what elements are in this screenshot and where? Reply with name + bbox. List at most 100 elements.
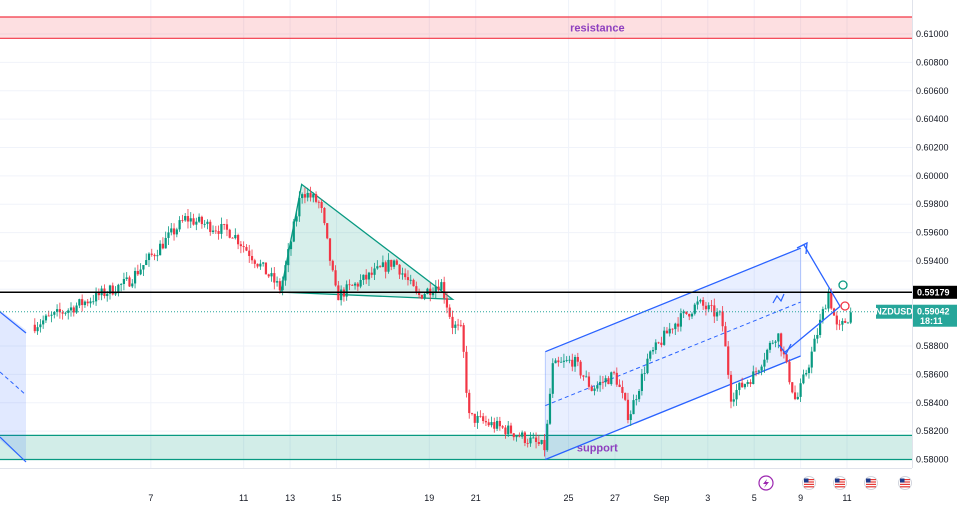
candle-body xyxy=(763,359,766,367)
candle-body xyxy=(314,194,318,202)
candle-body xyxy=(67,310,70,313)
candle-body xyxy=(44,315,48,321)
candle-body xyxy=(295,216,298,222)
candle-body xyxy=(139,269,142,275)
flag-stripe xyxy=(804,483,814,485)
candle-body xyxy=(404,273,407,278)
candle-body xyxy=(133,270,137,284)
candle-body xyxy=(443,282,446,299)
time-axis[interactable]: 7 11 13 15 19 21 25 27 Sep 3 5 9 11 xyxy=(0,468,912,504)
candle-body xyxy=(356,283,359,287)
candle-body xyxy=(777,333,780,342)
candle-body xyxy=(418,291,421,295)
stop-loss-marker-icon[interactable] xyxy=(840,301,850,311)
x-tick-label: 11 xyxy=(842,493,851,503)
us-flag-event-icon[interactable] xyxy=(864,476,878,490)
candle-body xyxy=(55,309,59,312)
candle-body xyxy=(537,442,540,444)
candle-body xyxy=(576,356,579,362)
candle-body xyxy=(136,270,139,275)
candle-body xyxy=(114,293,117,295)
chart-grid xyxy=(0,0,912,468)
candle-body xyxy=(835,315,838,325)
channel-upper-line xyxy=(545,247,801,353)
take-profit-marker-icon[interactable] xyxy=(838,280,848,290)
price-axis[interactable]: 0.61000 0.60800 0.60600 0.60400 0.60200 0.600… xyxy=(912,0,958,514)
flag-canton xyxy=(804,478,809,483)
candle-body xyxy=(529,437,532,444)
candle-body xyxy=(618,384,621,387)
candle-body xyxy=(676,323,680,327)
candle-body xyxy=(465,351,468,393)
candle-body xyxy=(69,307,73,311)
price-axis-background xyxy=(912,0,958,514)
current-price-tag xyxy=(913,304,957,327)
candle-body xyxy=(838,324,841,326)
candle-body xyxy=(270,273,273,277)
candle-body xyxy=(632,400,635,415)
candle-body xyxy=(217,230,220,234)
candle-body xyxy=(164,237,167,249)
candle-body xyxy=(495,420,499,429)
candle-body xyxy=(674,323,677,330)
candle-body xyxy=(301,194,304,199)
us-flag-event-icon[interactable] xyxy=(833,476,847,490)
candle-body xyxy=(75,305,78,313)
candle-body xyxy=(571,359,574,367)
candle-body xyxy=(830,291,833,309)
candle-body xyxy=(445,298,449,308)
candle-body xyxy=(284,265,287,281)
candle-body xyxy=(799,383,802,397)
candle-body xyxy=(345,284,348,297)
candle-body xyxy=(548,393,552,424)
candle-body xyxy=(693,304,696,314)
candle-body xyxy=(663,330,666,345)
candle-body xyxy=(97,292,100,296)
candle-body xyxy=(846,322,850,324)
candle-body xyxy=(724,326,727,347)
lightning-event-icon[interactable] xyxy=(758,475,774,491)
candle-body xyxy=(637,391,641,400)
candle-body xyxy=(587,376,591,387)
candle-body xyxy=(50,314,53,316)
candle-body xyxy=(264,262,268,275)
flag-ring xyxy=(802,476,816,490)
candle-body xyxy=(468,392,471,414)
candle-body xyxy=(228,229,231,238)
overlay-layer: NZDUSD xyxy=(0,241,913,356)
candle-body xyxy=(604,378,607,383)
candle-body xyxy=(273,273,276,283)
us-flag-event-icon[interactable] xyxy=(802,476,816,490)
candle-body xyxy=(340,289,343,301)
flag-stripe xyxy=(866,481,876,483)
candle-body xyxy=(793,392,797,400)
left-channel-line xyxy=(0,436,27,463)
us-flag-event-icon[interactable] xyxy=(898,476,912,490)
candle-body xyxy=(774,341,777,343)
candle-body xyxy=(601,381,604,383)
candle-body xyxy=(223,224,226,225)
candle-body xyxy=(646,358,649,374)
support-label: support xyxy=(577,442,618,454)
candle-body xyxy=(348,284,351,286)
candle-body xyxy=(624,392,627,400)
candle-body xyxy=(225,224,229,230)
flag-stripe xyxy=(835,481,845,483)
candle-body xyxy=(796,396,799,400)
y-tick-label: 0.58800 xyxy=(916,341,949,351)
candle-body xyxy=(36,327,39,332)
candle-body xyxy=(367,272,371,280)
candle-body xyxy=(231,237,234,239)
candle-body xyxy=(454,324,457,328)
candle-body xyxy=(334,270,337,286)
candle-body xyxy=(819,319,822,335)
candle-body xyxy=(523,432,527,443)
candle-body xyxy=(821,309,824,320)
candle-body xyxy=(827,291,830,309)
candles-layer xyxy=(33,186,852,457)
candle-body xyxy=(83,301,87,306)
flag-stripe xyxy=(900,483,910,485)
candle-body xyxy=(131,283,134,287)
candle-body xyxy=(640,373,643,392)
